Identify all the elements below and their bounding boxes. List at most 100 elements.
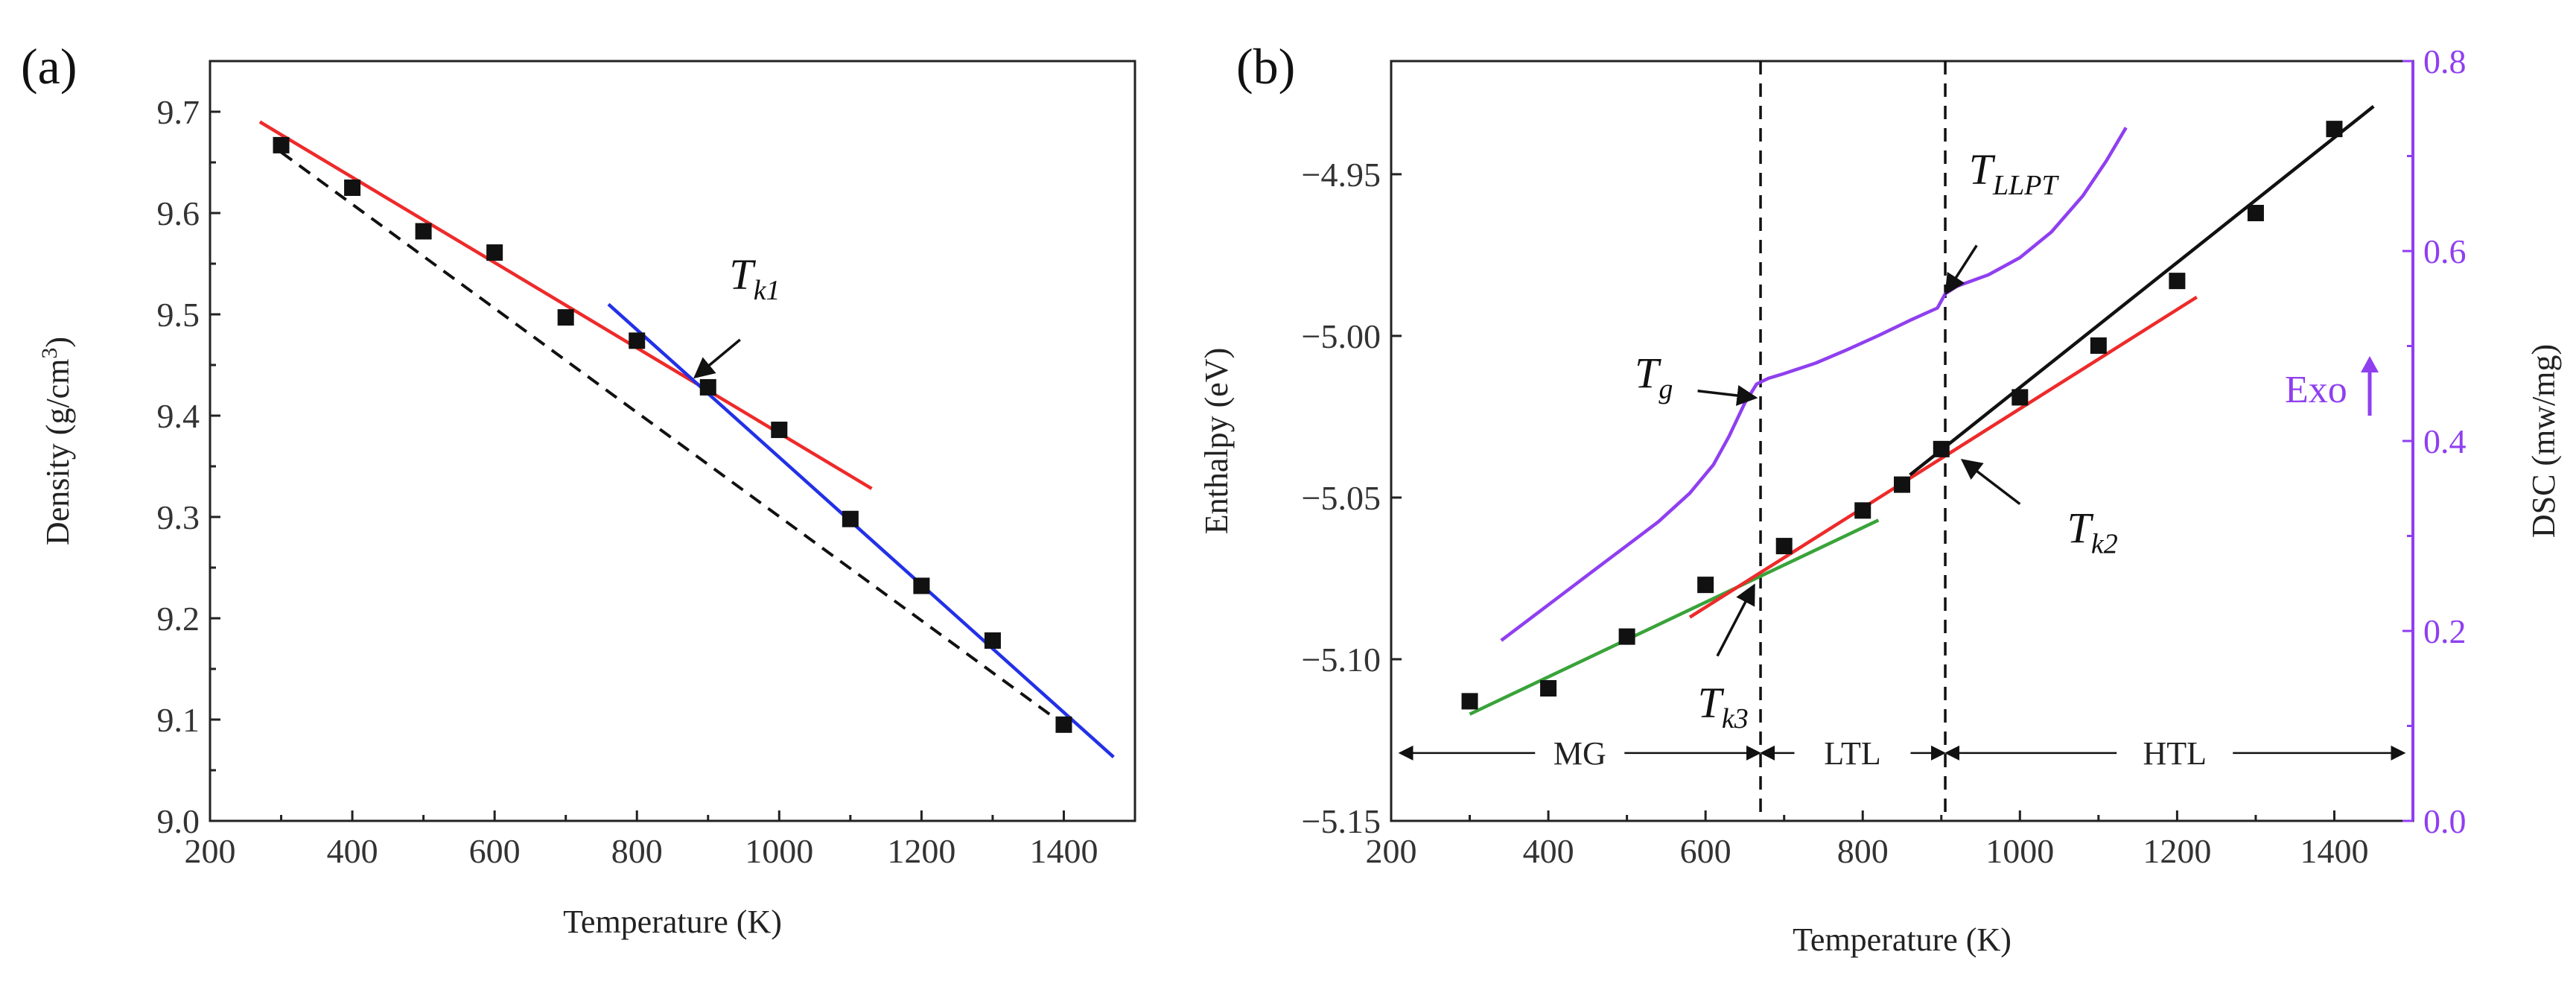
a-y-tick-label: 9.7 — [157, 93, 200, 131]
a-annotation-tk1: Tk1 — [729, 250, 780, 306]
b-x-tick-label: 800 — [1837, 832, 1889, 870]
a-y-tick-label: 9.2 — [157, 600, 200, 638]
a-x-tick-label: 1000 — [745, 832, 813, 870]
panel-b-regions: MG LTL HTL — [1398, 735, 2406, 772]
panel-a-x-axis-title: Temperature (K) — [563, 904, 782, 940]
panel-b-lines — [1469, 105, 2375, 716]
b-data-point — [2090, 337, 2107, 354]
panel-b-x-axis-title: Temperature (K) — [1793, 921, 2011, 958]
b-y-tick-label: −5.15 — [1302, 802, 1381, 840]
annotation-main: T — [729, 250, 756, 299]
a-data-point — [984, 632, 1001, 649]
b-data-point — [1775, 538, 1793, 555]
a-data-point — [771, 422, 788, 439]
panel-b-left-y-axis-title: Enthalpy (eV) — [1198, 348, 1235, 534]
annotation-sub: g — [1659, 373, 1673, 404]
b-annotation-arrow — [1716, 583, 1755, 657]
a-dashed-reference-line — [280, 150, 1065, 726]
panel-b-points — [1461, 121, 2343, 710]
panel-a-points — [273, 136, 1072, 733]
b-x-tick-label: 1400 — [2300, 832, 2368, 870]
a-data-point — [557, 309, 574, 326]
a-data-point — [699, 378, 716, 396]
panel-a: (a) 200 400 600 800 1000 1200 1400 9.0 9.1 9.2 9.3… — [21, 38, 1136, 940]
b-x-tick-label: 200 — [1366, 832, 1417, 870]
panel-b-label: (b) — [1236, 38, 1295, 95]
b-annotation-arrow — [1960, 458, 2021, 506]
b-y2-tick-label: 0.4 — [2423, 422, 2467, 460]
exo-indicator: Exo — [2285, 356, 2379, 416]
a-data-point — [842, 510, 859, 527]
b-y2-tick-label: 0.2 — [2423, 612, 2467, 650]
b-y-tick-label: −5.05 — [1302, 479, 1381, 517]
a-x-tick-label: 400 — [327, 832, 378, 870]
b-data-point — [1618, 628, 1635, 645]
a-y-tick-label: 9.1 — [157, 701, 200, 739]
b-data-point — [1894, 476, 1910, 493]
b-x-tick-label: 1200 — [2143, 832, 2211, 870]
a-blue-fit-line — [607, 302, 1115, 758]
b-annotation-arrow — [1697, 385, 1758, 406]
b-y-tick-label: −4.95 — [1302, 156, 1381, 194]
b-black-fit-line — [1909, 105, 2375, 477]
annotation-main: T — [1698, 679, 1725, 727]
a-data-point — [273, 136, 290, 153]
b-annotation-tk3: Tk3 — [1698, 679, 1749, 734]
a-red-fit-line — [258, 120, 873, 490]
b-region-label: HTL — [2143, 735, 2207, 772]
b-data-point — [2247, 205, 2264, 221]
b-y2-tick-label: 0.8 — [2423, 42, 2467, 80]
b-dsc-curve — [1500, 127, 2128, 642]
b-data-point — [1933, 440, 1950, 457]
panel-a-label: (a) — [21, 38, 77, 95]
panel-b: (b) 200 400 600 800 1000 1200 1400 −5.15 −5.10 −5… — [1198, 38, 2562, 958]
a-x-tick-label: 1400 — [1029, 832, 1098, 870]
b-y2-tick-label: 0.6 — [2423, 232, 2467, 270]
b-annotation-tllpt: TLLPT — [1969, 145, 2060, 201]
annotation-main: T — [2067, 504, 2094, 553]
panel-a-annotations: Tk1 — [693, 250, 780, 379]
a-x-tick-label: 800 — [611, 832, 663, 870]
b-data-point — [1540, 680, 1557, 697]
b-data-point — [1461, 693, 1478, 710]
exo-label: Exo — [2285, 369, 2347, 411]
b-y2-tick-label: 0.0 — [2423, 802, 2467, 840]
panel-a-plot-frame — [209, 60, 1136, 822]
annotation-sub: k3 — [1722, 703, 1749, 734]
annotation-main: T — [1969, 145, 1996, 194]
b-x-tick-label: 400 — [1523, 832, 1574, 870]
panel-b-phase-boundaries — [1759, 61, 1947, 821]
a-data-point — [1055, 716, 1072, 733]
b-data-point — [2169, 273, 2186, 290]
b-region-label: MG — [1553, 735, 1606, 772]
b-annotation-tk2: Tk2 — [2067, 504, 2118, 560]
b-annotation-tg: Tg — [1635, 349, 1673, 404]
b-green-fit-line — [1469, 518, 1880, 716]
panel-b-plot-frame — [1390, 60, 2414, 822]
b-y-tick-label: −5.10 — [1302, 641, 1381, 679]
a-x-tick-label: 600 — [469, 832, 521, 870]
annotation-sub: LLPT — [1992, 170, 2059, 201]
annotation-sub: k2 — [2091, 529, 2118, 560]
a-y-tick-label: 9.4 — [157, 397, 200, 435]
b-region-label: LTL — [1824, 735, 1881, 772]
a-y-tick-label: 9.0 — [157, 802, 200, 840]
b-annotation-arrow — [1944, 244, 1978, 296]
panel-a-ticks: 200 400 600 800 1000 1200 1400 9.0 9.1 9.2 9.3 9.4 9… — [157, 93, 1098, 870]
b-data-point — [2326, 121, 2343, 138]
annotation-sub: k1 — [754, 275, 780, 306]
a-data-point — [415, 223, 432, 240]
a-y-tick-label: 9.5 — [157, 296, 200, 334]
a-x-tick-label: 1200 — [887, 832, 955, 870]
a-data-point — [629, 332, 646, 349]
a-annotation-arrow — [693, 338, 741, 379]
b-data-point — [1697, 577, 1714, 594]
a-data-point — [913, 577, 930, 594]
b-data-point — [2011, 389, 2029, 406]
a-data-point — [344, 180, 361, 196]
b-y-tick-label: −5.00 — [1302, 317, 1381, 355]
panel-a-y-axis-title: Density (g/cm3) — [37, 337, 77, 545]
a-y-tick-label: 9.6 — [157, 194, 200, 232]
